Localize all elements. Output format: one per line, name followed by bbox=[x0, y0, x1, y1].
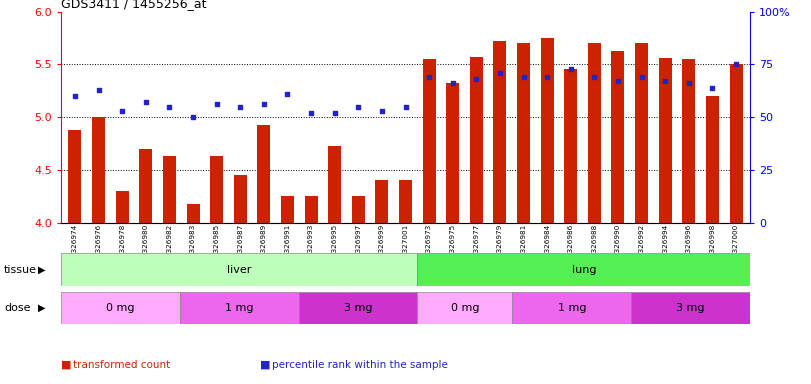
Point bbox=[92, 87, 105, 93]
Bar bbox=[61, 292, 180, 324]
Text: 1 mg: 1 mg bbox=[558, 303, 586, 313]
Text: ▶: ▶ bbox=[38, 303, 46, 313]
Bar bbox=[517, 43, 530, 223]
Point bbox=[257, 101, 270, 108]
Point bbox=[517, 74, 530, 80]
Bar bbox=[298, 292, 418, 324]
Point bbox=[446, 80, 459, 86]
Text: 3 mg: 3 mg bbox=[676, 303, 705, 313]
Bar bbox=[163, 156, 176, 223]
Text: 0 mg: 0 mg bbox=[106, 303, 135, 313]
Bar bbox=[352, 196, 365, 223]
Text: 1 mg: 1 mg bbox=[225, 303, 253, 313]
Point bbox=[399, 104, 412, 110]
Bar bbox=[588, 43, 601, 223]
Bar bbox=[493, 41, 506, 223]
Bar bbox=[423, 59, 436, 223]
Bar bbox=[68, 130, 81, 223]
Point bbox=[682, 80, 695, 86]
Point bbox=[493, 70, 506, 76]
Point bbox=[706, 84, 719, 91]
Bar bbox=[513, 292, 631, 324]
Bar bbox=[139, 149, 152, 223]
Point bbox=[470, 76, 483, 82]
Text: ■: ■ bbox=[260, 360, 270, 370]
Point bbox=[305, 110, 318, 116]
Bar bbox=[730, 64, 743, 223]
Bar bbox=[328, 146, 341, 223]
Bar bbox=[61, 253, 418, 286]
Text: ■: ■ bbox=[61, 360, 71, 370]
Point bbox=[163, 104, 176, 110]
Bar bbox=[564, 68, 577, 223]
Text: GDS3411 / 1455256_at: GDS3411 / 1455256_at bbox=[61, 0, 206, 10]
Text: lung: lung bbox=[572, 265, 596, 275]
Point bbox=[68, 93, 81, 99]
Point bbox=[328, 110, 341, 116]
Bar bbox=[631, 292, 750, 324]
Text: liver: liver bbox=[227, 265, 251, 275]
Bar bbox=[399, 180, 412, 223]
Bar bbox=[305, 196, 318, 223]
Point bbox=[635, 74, 648, 80]
Bar bbox=[541, 38, 554, 223]
Point bbox=[541, 74, 554, 80]
Bar bbox=[281, 196, 294, 223]
Bar bbox=[257, 124, 270, 223]
Point bbox=[352, 104, 365, 110]
Bar bbox=[234, 175, 247, 223]
Bar bbox=[418, 292, 513, 324]
Point bbox=[187, 114, 200, 120]
Text: transformed count: transformed count bbox=[73, 360, 170, 370]
Point bbox=[659, 78, 672, 84]
Point bbox=[730, 61, 743, 68]
Bar bbox=[375, 180, 388, 223]
Bar bbox=[611, 51, 624, 223]
Text: ▶: ▶ bbox=[38, 265, 46, 275]
Bar bbox=[682, 59, 695, 223]
Text: dose: dose bbox=[4, 303, 31, 313]
Point bbox=[611, 78, 624, 84]
Text: tissue: tissue bbox=[4, 265, 37, 275]
Bar bbox=[210, 156, 223, 223]
Bar bbox=[116, 191, 129, 223]
Bar bbox=[446, 83, 459, 223]
Text: 3 mg: 3 mg bbox=[344, 303, 372, 313]
Point bbox=[423, 74, 436, 80]
Bar bbox=[706, 96, 719, 223]
Bar bbox=[635, 43, 648, 223]
Text: percentile rank within the sample: percentile rank within the sample bbox=[272, 360, 448, 370]
Point bbox=[210, 101, 223, 108]
Point bbox=[234, 104, 247, 110]
Point bbox=[588, 74, 601, 80]
Point bbox=[116, 108, 129, 114]
Bar bbox=[180, 292, 298, 324]
Point bbox=[281, 91, 294, 97]
Bar bbox=[418, 253, 750, 286]
Text: 0 mg: 0 mg bbox=[451, 303, 479, 313]
Bar bbox=[92, 117, 105, 223]
Point bbox=[564, 65, 577, 71]
Bar bbox=[187, 204, 200, 223]
Point bbox=[139, 99, 152, 106]
Point bbox=[375, 108, 388, 114]
Bar bbox=[470, 57, 483, 223]
Bar bbox=[659, 58, 672, 223]
